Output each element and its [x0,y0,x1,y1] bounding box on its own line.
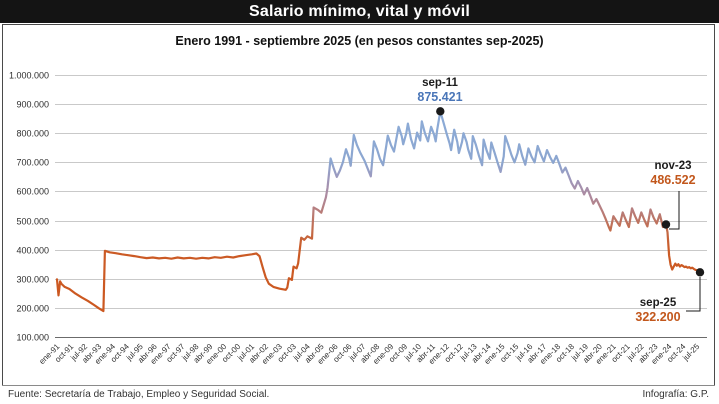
annotation-marker-sep-25 [695,268,705,277]
chart-subtitle: Enero 1991 - septiembre 2025 (en pesos c… [175,34,544,48]
y-tick-label: 600.000 [16,187,49,197]
annotation-sep-25-value: 322.200 [635,310,681,324]
footer: Fuente: Secretaría de Trabajo, Empleo y … [2,385,715,401]
annotation-marker-nov-23 [661,220,671,229]
y-tick-label: 200.000 [16,304,49,314]
annotation-sep-11-date: sep-11 [422,77,458,89]
annotation-sep-11-value: 875.421 [417,90,463,104]
y-tick-label: 700.000 [16,158,49,168]
annotation-nov-23-value: 486.522 [650,173,696,187]
series-line-salario-minimo [55,110,702,313]
y-tick-label: 300.000 [16,275,49,285]
chart-frame [2,24,715,401]
footer-credit: Infografía: G.P. [642,388,709,400]
footer-source: Fuente: Secretaría de Trabajo, Empleo y … [8,388,270,400]
annotation-nov-23: nov-23 486.522 [634,159,712,187]
chart-title-bar: Salario mínimo, vital y móvil [0,0,719,23]
annotation-connector-sep-25 [686,277,701,312]
y-tick-label: 800.000 [16,129,49,139]
annotation-sep-25: sep-25 322.200 [624,296,692,324]
annotation-connector-nov-23 [669,191,680,230]
y-tick-label: 100.000 [16,333,49,343]
y-tick-label: 500.000 [16,217,49,227]
y-tick-label: 1.000.000 [9,71,49,81]
y-tick-label: 400.000 [16,246,49,256]
annotation-nov-23-date: nov-23 [654,160,692,172]
annotation-sep-11: sep-11 875.421 [396,76,484,104]
annotation-sep-25-date: sep-25 [639,297,677,309]
annotation-marker-sep-11 [436,107,445,116]
chart-title: Salario mínimo, vital y móvil [249,2,470,20]
y-tick-label: 900.000 [16,100,49,110]
